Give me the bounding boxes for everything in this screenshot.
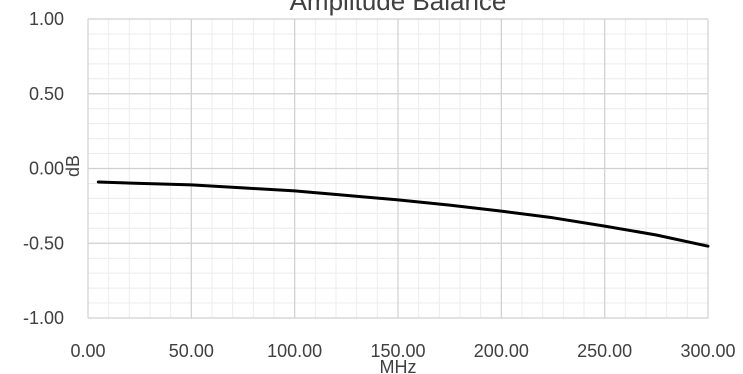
x-tick-label: 200.00 [474,341,529,361]
y-axis-title: dB [63,155,83,177]
y-tick-label: 1.00 [29,9,64,29]
y-tick-label: 0.00 [29,159,64,179]
y-tick-label: -0.50 [23,233,64,253]
x-tick-label: 300.00 [680,341,735,361]
chart-title: Amplitude Balance [290,0,507,16]
y-tick-label: -1.00 [23,308,64,328]
x-tick-label: 250.00 [577,341,632,361]
series-line [98,182,708,246]
x-tick-label: 100.00 [267,341,322,361]
x-tick-label: 50.00 [169,341,214,361]
y-tick-labels: 1.00 0.50 0.00 -0.50 -1.00 [23,9,64,328]
y-tick-label: 0.50 [29,84,64,104]
x-tick-label: 0.00 [70,341,105,361]
series-layer [98,182,708,246]
x-axis-title: MHz [380,357,417,374]
